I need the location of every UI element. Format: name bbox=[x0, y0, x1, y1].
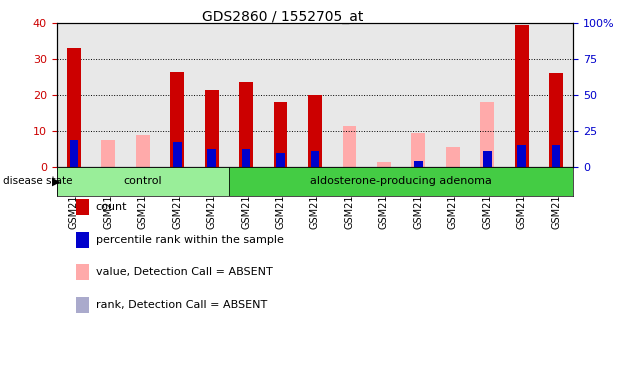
Text: rank, Detection Call = ABSENT: rank, Detection Call = ABSENT bbox=[96, 300, 267, 310]
Bar bbox=[549, 73, 563, 167]
Text: disease state: disease state bbox=[3, 176, 72, 187]
Text: control: control bbox=[123, 176, 162, 187]
Bar bbox=[411, 133, 425, 167]
Text: ▶: ▶ bbox=[52, 176, 60, 187]
Text: aldosterone-producing adenoma: aldosterone-producing adenoma bbox=[310, 176, 492, 187]
Bar bbox=[414, 161, 423, 167]
Bar bbox=[517, 146, 526, 167]
Bar bbox=[239, 83, 253, 167]
Bar bbox=[205, 89, 219, 167]
Text: value, Detection Call = ABSENT: value, Detection Call = ABSENT bbox=[96, 267, 273, 277]
Bar bbox=[308, 95, 322, 167]
Bar bbox=[57, 167, 229, 196]
Bar bbox=[552, 146, 561, 167]
Text: count: count bbox=[96, 202, 127, 212]
Bar bbox=[67, 48, 81, 167]
Bar bbox=[229, 167, 573, 196]
Bar bbox=[170, 72, 184, 167]
Bar bbox=[311, 151, 319, 167]
Bar bbox=[483, 151, 491, 167]
Bar bbox=[242, 149, 250, 167]
Bar bbox=[343, 126, 357, 167]
Bar bbox=[207, 149, 216, 167]
Bar bbox=[483, 151, 491, 167]
Bar bbox=[136, 135, 150, 167]
Text: GDS2860 / 1552705_at: GDS2860 / 1552705_at bbox=[202, 10, 363, 23]
Bar bbox=[515, 25, 529, 167]
Bar bbox=[273, 102, 287, 167]
Bar bbox=[377, 162, 391, 167]
Bar bbox=[69, 141, 78, 167]
Text: percentile rank within the sample: percentile rank within the sample bbox=[96, 235, 284, 245]
Bar bbox=[101, 140, 115, 167]
Bar bbox=[173, 142, 181, 167]
Bar bbox=[276, 153, 285, 167]
Bar bbox=[446, 147, 460, 167]
Bar bbox=[480, 102, 494, 167]
